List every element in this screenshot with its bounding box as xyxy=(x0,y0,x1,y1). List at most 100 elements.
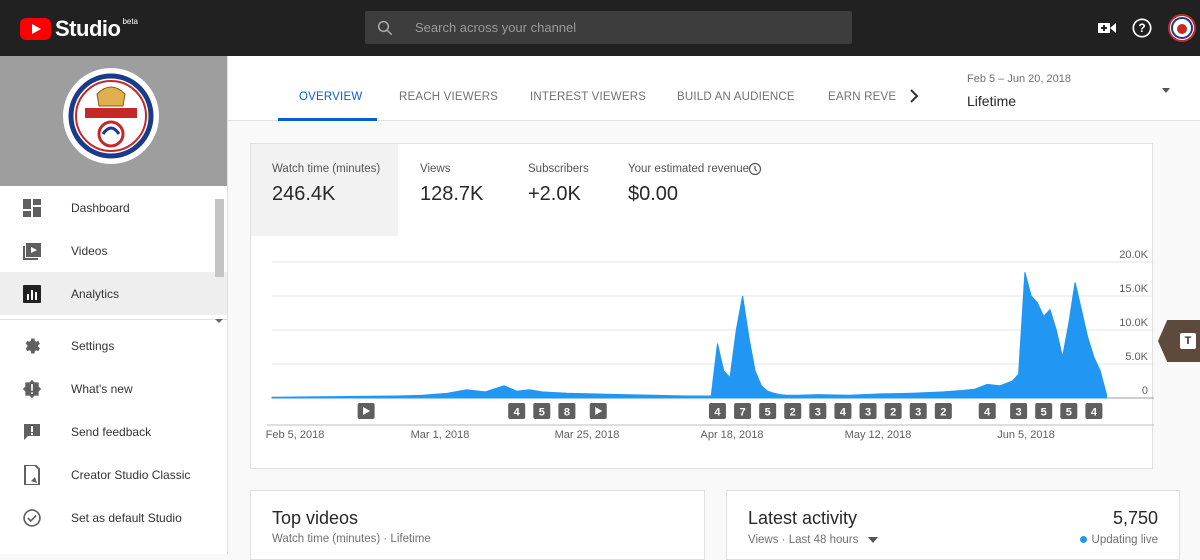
sidebar-item-settings[interactable]: Settings xyxy=(0,324,227,367)
metric-estimated-revenue[interactable]: Your estimated revenue $0.00 xyxy=(606,144,786,236)
event-marker-label: 3 xyxy=(865,407,871,419)
event-marker-label: 4 xyxy=(840,407,847,419)
sidebar-item-label: Send feedback xyxy=(71,424,152,439)
event-marker[interactable] xyxy=(784,403,802,419)
create-video-icon[interactable] xyxy=(1095,16,1119,40)
watch-time-chart[interactable]: 20.0K 15.0K 10.0K 5.0K 0 4 5 8 4 7 5 2 3 4 3 2 3 2 4 3 5 5 4 Fe… xyxy=(251,144,1154,470)
live-status: Updating live xyxy=(1079,534,1158,546)
event-marker[interactable] xyxy=(1035,403,1053,419)
metric-value: +2.0K xyxy=(528,183,581,205)
event-marker[interactable] xyxy=(834,403,852,419)
tab-reach-viewers[interactable]: REACH VIEWERS xyxy=(399,91,499,103)
chevron-down-icon[interactable] xyxy=(1162,88,1170,93)
studio-logo[interactable]: Studio beta xyxy=(20,16,138,42)
event-marker[interactable] xyxy=(759,403,777,419)
date-range-label[interactable]: Feb 5 – Jun 20, 2018 xyxy=(967,73,1071,85)
channel-banner xyxy=(0,56,227,186)
y-tick-label: 0 xyxy=(1142,385,1148,397)
check-circle-icon xyxy=(22,508,42,528)
active-tab-indicator xyxy=(278,118,377,121)
event-marker[interactable] xyxy=(978,403,996,419)
x-tick-label: May 12, 2018 xyxy=(845,429,912,441)
sidebar-item-dashboard[interactable]: Dashboard xyxy=(0,186,227,229)
sidebar-item-videos[interactable]: Videos xyxy=(0,229,227,272)
account-avatar[interactable] xyxy=(1168,14,1196,42)
svg-text:?: ? xyxy=(1138,21,1145,35)
sidebar-item-analytics[interactable]: Analytics xyxy=(0,272,227,315)
event-marker[interactable] xyxy=(884,403,902,419)
event-marker-label: 4 xyxy=(514,407,521,419)
event-marker[interactable] xyxy=(1060,403,1078,419)
live-status-label: Updating live xyxy=(1091,534,1158,546)
metric-value: $0.00 xyxy=(628,183,679,205)
metric-views[interactable]: Views 128.7K xyxy=(398,144,506,236)
analytics-tab-bar: OVERVIEW REACH VIEWERS INTEREST VIEWERS … xyxy=(228,56,1200,121)
tab-interest-viewers[interactable]: INTEREST VIEWERS xyxy=(530,91,647,103)
activity-period-dropdown[interactable]: Views · Last 48 hours xyxy=(748,534,878,546)
sidebar-item-label: Dashboard xyxy=(71,200,130,215)
tab-build-an-audience[interactable]: BUILD AN AUDIENCE xyxy=(677,91,795,103)
sidebar-item-set-default-studio[interactable]: Set as default Studio xyxy=(0,496,227,539)
videos-icon xyxy=(22,241,42,261)
event-marker-label: 3 xyxy=(815,407,821,419)
event-marker-label: 3 xyxy=(1016,407,1022,419)
card-title: Latest activity xyxy=(748,508,858,528)
event-marker[interactable] xyxy=(558,403,576,419)
tab-earn-revenue[interactable]: EARN REVE xyxy=(828,91,897,103)
tab-overview[interactable]: OVERVIEW xyxy=(299,91,363,103)
classic-studio-icon xyxy=(22,464,42,485)
activity-count: 5,750 xyxy=(1112,508,1158,528)
event-marker-label: 2 xyxy=(940,407,946,419)
event-marker[interactable] xyxy=(533,403,551,419)
sidebar-item-creator-studio-classic[interactable]: Creator Studio Classic xyxy=(0,453,227,496)
search-icon[interactable] xyxy=(365,11,405,44)
side-panel-tab-icon[interactable]: T xyxy=(1180,333,1196,349)
x-tick-label: Feb 5, 2018 xyxy=(266,429,325,441)
whats-new-icon xyxy=(22,379,42,399)
event-marker[interactable] xyxy=(934,403,952,419)
event-marker[interactable] xyxy=(734,403,752,419)
y-tick-label: 10.0K xyxy=(1119,317,1148,329)
play-icon xyxy=(595,407,603,415)
sidebar-item-label: Creator Studio Classic xyxy=(71,467,191,482)
channel-avatar[interactable] xyxy=(63,68,159,164)
event-marker[interactable] xyxy=(1085,403,1103,419)
youtube-play-icon xyxy=(20,18,51,40)
metric-watch-time[interactable]: Watch time (minutes) 246.4K xyxy=(251,144,398,236)
activity-period-label: Views · Last 48 hours xyxy=(748,534,859,546)
sidebar-item-label: What's new xyxy=(71,381,133,396)
play-icon xyxy=(363,407,371,415)
metric-value: 128.7K xyxy=(420,183,484,205)
watch-time-area[interactable] xyxy=(271,272,1108,399)
sidebar-item-label: Analytics xyxy=(71,286,120,301)
info-icon[interactable] xyxy=(748,162,762,181)
analytics-icon xyxy=(22,284,42,304)
search-bar[interactable] xyxy=(365,11,852,44)
chevron-right-icon[interactable] xyxy=(908,89,920,108)
metric-subscribers[interactable]: Subscribers +2.0K xyxy=(506,144,606,236)
overview-card: Watch time (minutes) 246.4K Views 128.7K… xyxy=(250,143,1154,470)
x-tick-label: Mar 1, 2018 xyxy=(411,429,470,441)
event-marker-label: 5 xyxy=(1066,407,1072,419)
sidebar-divider xyxy=(0,319,227,320)
sidebar-scrollbar[interactable] xyxy=(215,199,224,277)
event-marker[interactable] xyxy=(909,403,927,419)
sidebar: Dashboard Videos Analytics Settings What… xyxy=(0,56,228,554)
event-marker[interactable] xyxy=(859,403,877,419)
date-range-value[interactable]: Lifetime xyxy=(967,93,1017,109)
event-marker[interactable] xyxy=(708,403,726,419)
scroll-down-icon[interactable] xyxy=(215,319,223,323)
search-input[interactable] xyxy=(415,11,835,44)
event-marker-label: 4 xyxy=(1091,407,1098,419)
sidebar-item-send-feedback[interactable]: Send feedback xyxy=(0,410,227,453)
logo-badge: beta xyxy=(122,16,139,26)
event-marker[interactable] xyxy=(508,403,526,419)
x-tick-label: Mar 25, 2018 xyxy=(555,429,620,441)
y-tick-label: 5.0K xyxy=(1125,351,1148,363)
x-tick-label: Apr 18, 2018 xyxy=(701,429,764,441)
logo-text: Studio xyxy=(55,16,121,41)
help-icon[interactable]: ? xyxy=(1130,16,1154,40)
event-marker[interactable] xyxy=(809,403,827,419)
sidebar-item-whats-new[interactable]: What's new xyxy=(0,367,227,410)
event-marker[interactable] xyxy=(1010,403,1028,419)
